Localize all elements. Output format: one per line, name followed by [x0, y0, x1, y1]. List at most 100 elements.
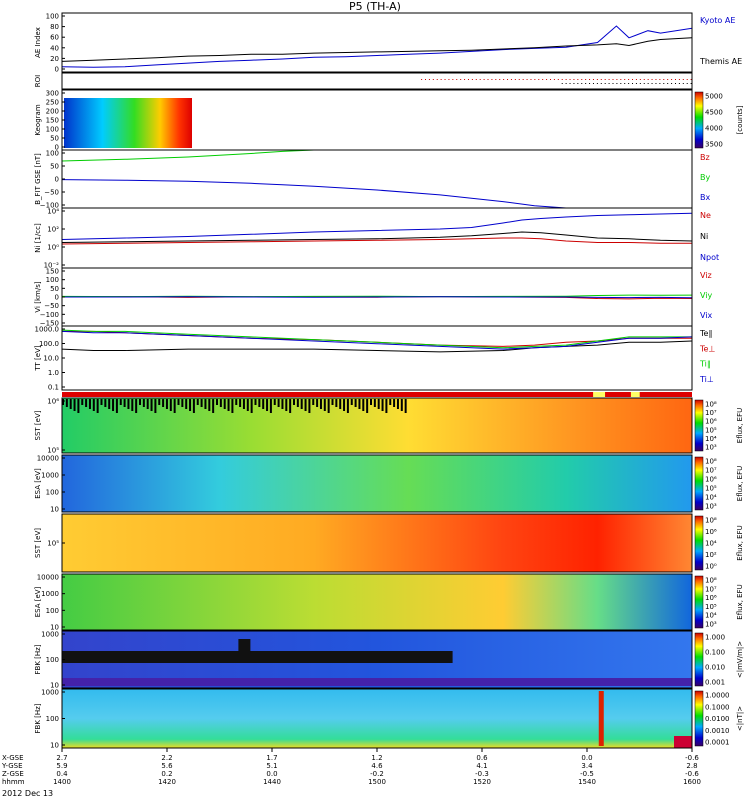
heatmap-gap — [62, 399, 64, 405]
roi-marker — [503, 79, 505, 80]
heatmap-gap — [131, 399, 134, 411]
colorbar-tick-label: 10⁰ — [705, 563, 717, 571]
roi-marker — [663, 79, 665, 80]
footer-value: 0.0 — [581, 754, 592, 762]
y-tick-label: −100 — [40, 311, 59, 319]
footer-row-label: Z-GSE — [2, 770, 24, 778]
roi-marker — [671, 79, 673, 80]
legend-entry: Vix — [700, 311, 713, 320]
heatmap-esa_el — [62, 574, 692, 630]
roi-marker — [577, 83, 579, 84]
colorbar-tick-label: 0.0010 — [705, 727, 730, 735]
roi-marker — [581, 83, 583, 84]
heatmap-gap — [88, 399, 91, 409]
y-tick-label: 10 — [50, 682, 59, 690]
y-axis-label: Vi [km/s] — [34, 281, 42, 312]
roi-marker — [483, 79, 485, 80]
colorbar-tick-label: 0.010 — [705, 664, 725, 672]
y-tick-label: 10 — [50, 624, 59, 632]
heatmap-gap — [277, 399, 280, 407]
roi-marker — [616, 79, 618, 80]
heatmap-burst — [674, 736, 692, 748]
y-tick-label: 10⁵ — [47, 540, 59, 548]
y-tick-label: 0.1 — [48, 384, 59, 392]
y-axis-label: B_FIT GSE [nT] — [34, 153, 42, 205]
roi-marker — [561, 83, 563, 84]
roi-marker — [651, 79, 653, 80]
y-tick-label: 100 — [46, 715, 59, 723]
roi-marker — [674, 79, 676, 80]
footer-row-label: X-GSE — [2, 754, 24, 762]
footer-value: 4.1 — [476, 762, 487, 770]
roi-marker — [655, 79, 657, 80]
footer-value: 1600 — [683, 778, 701, 786]
series-line-Vix — [62, 296, 693, 299]
y-tick-label: 50 — [50, 163, 59, 171]
roi-marker — [624, 83, 626, 84]
footer-value: -0.3 — [475, 770, 489, 778]
series-line-Bx — [61, 179, 567, 209]
roi-marker — [686, 79, 688, 80]
colorbar-tick-label: 10⁶ — [705, 418, 717, 426]
roi-marker — [585, 79, 587, 80]
heatmap-gap — [181, 399, 184, 407]
roi-marker — [639, 83, 641, 84]
series-line-Kyoto AE — [61, 25, 693, 68]
heatmap-gap — [204, 399, 207, 409]
colorbar-tick-label: 10⁷ — [705, 467, 717, 475]
roi-marker — [464, 79, 466, 80]
colorbar-tick-label: 0.100 — [705, 649, 725, 657]
plot-area-ni — [62, 208, 692, 268]
heatmap-gap — [189, 399, 192, 411]
roi-marker — [526, 79, 528, 80]
plot-area-bfit — [62, 150, 692, 208]
heatmap-gap — [123, 399, 126, 407]
heatmap-gap — [81, 399, 84, 405]
heatmap-gap — [358, 399, 361, 409]
roi-marker — [659, 79, 661, 80]
y-tick-label: 100 — [46, 607, 59, 615]
series-line-Npot — [61, 212, 693, 240]
heatmap-gap — [246, 399, 249, 411]
heatmap-gap — [366, 399, 369, 413]
colorbar-tick-label: 10⁷ — [705, 409, 717, 417]
heatmap-gap — [393, 399, 396, 407]
panel-fbk1: FBK [Hz] 1000 100 10 1.000 0.100 0.010 0.001 <|m… — [34, 630, 744, 690]
y-tick-label: 150 — [46, 268, 59, 276]
roi-marker — [514, 79, 516, 80]
colorbar-tick-label: 10³ — [705, 444, 717, 452]
colorbar-tick-label: 0.0001 — [705, 739, 730, 747]
y-tick-label: 0 — [55, 66, 59, 74]
heatmap-gap — [331, 399, 334, 405]
heatmap-sst_el — [62, 514, 692, 572]
heatmap-gap — [350, 399, 353, 405]
heatmap-gap — [258, 399, 261, 407]
panel-frame — [61, 397, 693, 454]
heatmap-gap — [285, 399, 288, 411]
roi-marker — [678, 83, 680, 84]
roi-marker — [616, 83, 618, 84]
heatmap-gap — [308, 399, 311, 413]
heatmap-gap — [169, 399, 172, 411]
y-tick-label: 10000 — [37, 455, 59, 463]
footer-value: -0.2 — [370, 770, 384, 778]
heatmap-gap — [158, 399, 161, 405]
roi-marker — [663, 83, 665, 84]
roi-marker — [487, 79, 489, 80]
panel-frame — [61, 12, 693, 73]
roi-marker — [448, 79, 450, 80]
y-tick-label: 300 — [46, 90, 59, 98]
heatmap-gap — [146, 399, 149, 409]
colorbar-tick-label: 10⁸ — [705, 517, 717, 525]
roi-marker — [467, 79, 469, 80]
roi-marker — [643, 79, 645, 80]
y-tick-label: 100 — [46, 126, 59, 134]
y-tick-label: 40 — [50, 44, 59, 52]
legend-entry: Ne — [700, 211, 711, 220]
colorbar — [694, 515, 704, 571]
roi-marker — [479, 79, 481, 80]
heatmap-gap — [231, 399, 234, 413]
roi-marker — [592, 79, 594, 80]
y-tick-label: 0 — [55, 294, 59, 302]
roi-marker — [507, 79, 509, 80]
